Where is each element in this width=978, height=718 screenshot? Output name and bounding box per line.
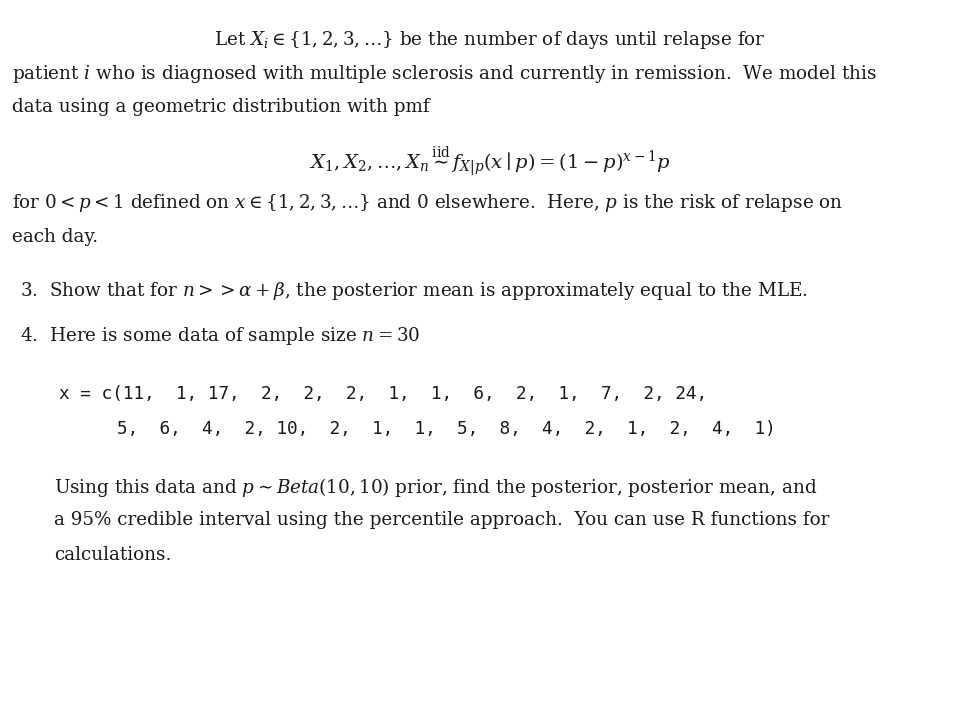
Text: x = c(11,  1, 17,  2,  2,  2,  1,  1,  6,  2,  1,  7,  2, 24,: x = c(11, 1, 17, 2, 2, 2, 1, 1, 6, 2, 1,… — [59, 385, 706, 403]
Text: patient $i$ who is diagnosed with multiple sclerosis and currently in remission.: patient $i$ who is diagnosed with multip… — [12, 63, 875, 85]
Text: 3.  Show that for $n >> \alpha + \beta$, the posterior mean is approximately equ: 3. Show that for $n >> \alpha + \beta$, … — [20, 280, 807, 302]
Text: calculations.: calculations. — [54, 546, 171, 564]
Text: each day.: each day. — [12, 228, 98, 246]
Text: Let $X_i \in \{1,2,3,\ldots\}$ be the number of days until relapse for: Let $X_i \in \{1,2,3,\ldots\}$ be the nu… — [213, 29, 765, 51]
Text: a 95% credible interval using the percentile approach.  You can use R functions : a 95% credible interval using the percen… — [54, 511, 828, 529]
Text: for $0 < p < 1$ defined on $x\in \{1,2,3,\ldots\}$ and $0$ elsewhere.  Here, $p$: for $0 < p < 1$ defined on $x\in \{1,2,3… — [12, 192, 842, 215]
Text: 4.  Here is some data of sample size $n = 30$: 4. Here is some data of sample size $n =… — [20, 325, 420, 347]
Text: data using a geometric distribution with pmf: data using a geometric distribution with… — [12, 98, 429, 116]
Text: 5,  6,  4,  2, 10,  2,  1,  1,  5,  8,  4,  2,  1,  2,  4,  1): 5, 6, 4, 2, 10, 2, 1, 1, 5, 8, 4, 2, 1, … — [117, 420, 776, 438]
Text: Using this data and $p \sim \mathit{Beta}(10,10)$ prior, find the posterior, pos: Using this data and $p \sim \mathit{Beta… — [54, 476, 817, 499]
Text: $X_1, X_2, \ldots, X_n \overset{\mathrm{iid}}{\sim} f_{X|p}(x\mid p) = (1-p)^{x-: $X_1, X_2, \ldots, X_n \overset{\mathrm{… — [308, 145, 670, 180]
